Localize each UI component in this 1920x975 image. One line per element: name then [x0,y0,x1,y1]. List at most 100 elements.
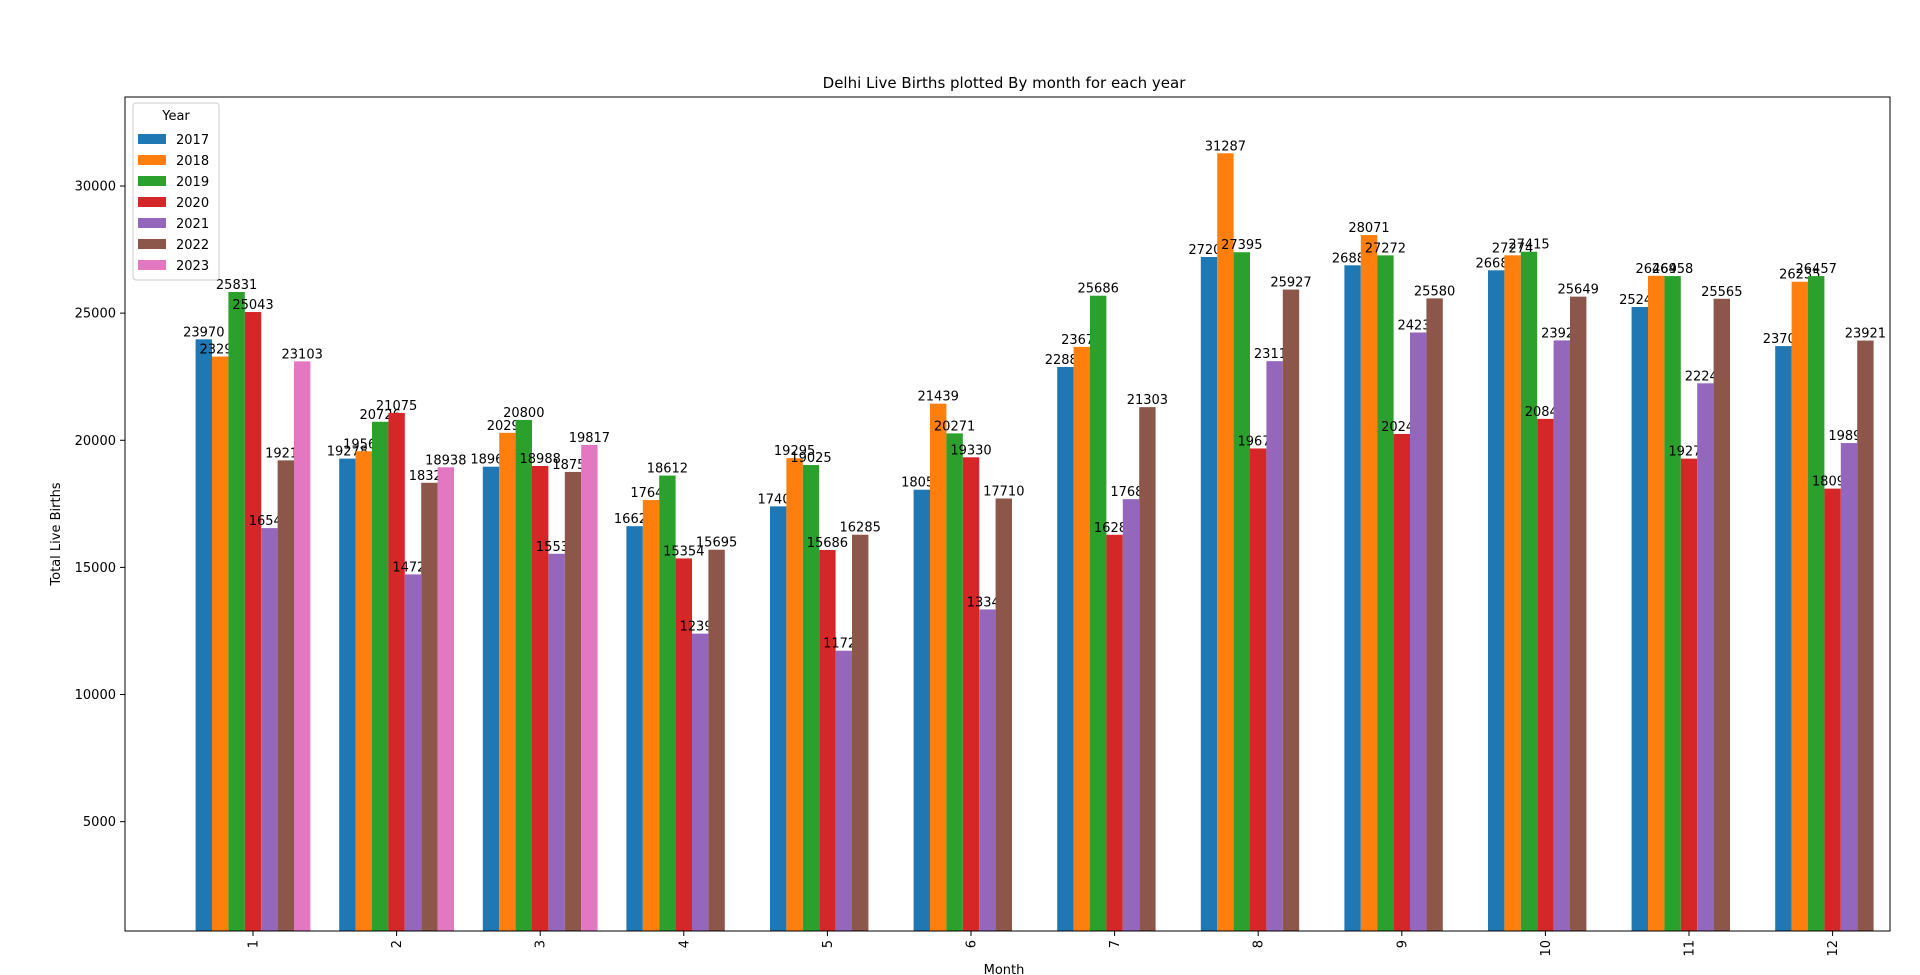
x-axis-label: Month [984,963,1025,975]
x-tick-label-2: 2 [390,940,405,948]
bar-2020-month-8 [1250,448,1267,931]
data-label-2022-month-4: 15695 [696,536,737,551]
bar-2017-month-1 [195,339,212,931]
bar-2017-month-2 [339,458,356,931]
bar-2020-month-12 [1824,488,1841,931]
bar-2022-month-1 [277,460,294,931]
bar-2021-month-4 [692,633,709,931]
legend-label-2022: 2022 [176,238,209,253]
data-label-2019-month-8: 27395 [1221,238,1262,253]
data-label-2022-month-8: 25927 [1270,276,1311,291]
x-tick-label-10: 10 [1539,940,1554,957]
bar-2019-month-1 [228,292,245,931]
bar-2017-month-7 [1057,366,1074,932]
bar-2022-month-2 [421,482,438,931]
bar-2018-month-10 [1504,255,1521,931]
bar-2018-month-6 [930,403,947,931]
bar-2018-month-12 [1791,281,1808,932]
bar-2021-month-5 [835,650,852,931]
data-label-2020-month-2: 21075 [376,399,417,414]
bar-2020-month-6 [962,457,980,931]
x-tick-label-5: 5 [821,940,836,948]
bar-2017-month-6 [913,489,930,931]
bar-2019-month-5 [802,465,820,931]
legend-label-2021: 2021 [176,217,209,232]
bar-2021-month-11 [1697,383,1714,931]
x-tick-label-6: 6 [965,940,980,948]
legend-swatch-2021 [138,218,166,228]
data-label-2019-month-6: 20271 [934,419,975,434]
series-2018: 2329319566202921764919295214392367231287… [200,139,1820,932]
x-tick-label-11: 11 [1683,940,1698,957]
data-label-2019-month-9: 27272 [1365,241,1406,256]
series-2023: 23103 18938 19817 [282,347,610,931]
bar-2019-month-10 [1520,251,1538,932]
bar-2020-month-9 [1393,433,1410,931]
bar-2018-month-11 [1648,275,1665,931]
bar-2021-month-6 [979,609,996,931]
data-label-2023-month-1: 23103 [282,347,323,362]
legend-swatch-2019 [138,176,166,186]
data-label-2023-month-2: 18938 [425,453,466,468]
y-tick-label-30000: 30000 [75,179,116,194]
bar-2019-month-9 [1377,255,1394,932]
bar-2021-month-2 [404,574,422,931]
y-tick-label-20000: 20000 [75,434,116,449]
data-label-2018-month-8: 31287 [1205,139,1246,154]
bar-2023-month-2 [437,467,454,931]
x-tick-label-1: 1 [247,940,262,948]
bar-2022-month-9 [1426,298,1443,931]
data-label-2020-month-1: 25043 [232,298,273,313]
bar-2017-month-11 [1631,307,1648,931]
bar-2022-month-7 [1139,407,1156,931]
bar-2022-month-6 [995,498,1012,931]
legend-swatch-2018 [138,155,166,165]
data-label-2019-month-12: 26457 [1796,262,1837,277]
series-2020: 2504321075189881535415686193301628319678… [232,298,1853,931]
bar-2022-month-11 [1713,298,1730,931]
y-axis-label: Total Live Births [49,482,64,586]
bar-2022-month-8 [1282,289,1300,931]
data-label-2018-month-6: 21439 [918,390,959,405]
bar-2023-month-1 [294,361,311,931]
data-label-2022-month-5: 16285 [840,521,881,536]
bar-2017-month-9 [1344,265,1361,931]
bar-2017-month-12 [1775,346,1792,932]
series-2021: 1654514725155361239511723133461768323111… [249,318,1870,932]
plot-area: 2397019278189601662117401180552288227208… [75,96,1891,957]
bar-2019-month-11 [1664,276,1681,931]
bar-2017-month-4 [626,526,643,931]
legend-label-2019: 2019 [176,175,209,190]
bar-2021-month-8 [1266,361,1283,931]
data-label-2019-month-10: 27415 [1508,238,1549,253]
legend-swatch-2022 [138,239,166,249]
x-tick-label-7: 7 [1108,940,1123,948]
x-tick-label-12: 12 [1826,940,1841,957]
bar-2019-month-2 [372,421,389,931]
bar-2021-month-12 [1840,443,1858,931]
bar-2018-month-5 [786,458,803,931]
bar-2018-month-3 [499,432,516,931]
legend-swatch-2023 [138,260,166,270]
legend-label-2020: 2020 [176,196,209,211]
bar-2017-month-3 [482,466,500,931]
legend: Year 2017 2018 2019 2020 2021 2022 2023 [132,102,220,281]
data-label-2022-month-9: 25580 [1414,284,1455,299]
bar-2017-month-5 [770,506,787,931]
bar-2020-month-11 [1680,458,1698,931]
series-2022: 1921018328187541569516285177102130325927… [265,276,1886,931]
legend-swatch-2017 [138,134,166,144]
data-label-2019-month-1: 25831 [216,278,257,293]
bar-2021-month-10 [1553,340,1570,931]
bar-2018-month-4 [642,500,660,931]
bar-2022-month-5 [852,534,869,931]
bar-2019-month-4 [659,475,676,931]
bar-2020-month-5 [819,549,836,931]
bar-2020-month-3 [532,465,549,931]
y-tick-label-10000: 10000 [75,688,116,703]
data-label-2019-month-11: 26458 [1652,262,1693,277]
legend-swatch-2020 [138,197,166,207]
data-label-2019-month-3: 20800 [503,406,544,421]
bar-2021-month-7 [1122,499,1140,931]
y-tick-label-5000: 5000 [83,815,116,830]
